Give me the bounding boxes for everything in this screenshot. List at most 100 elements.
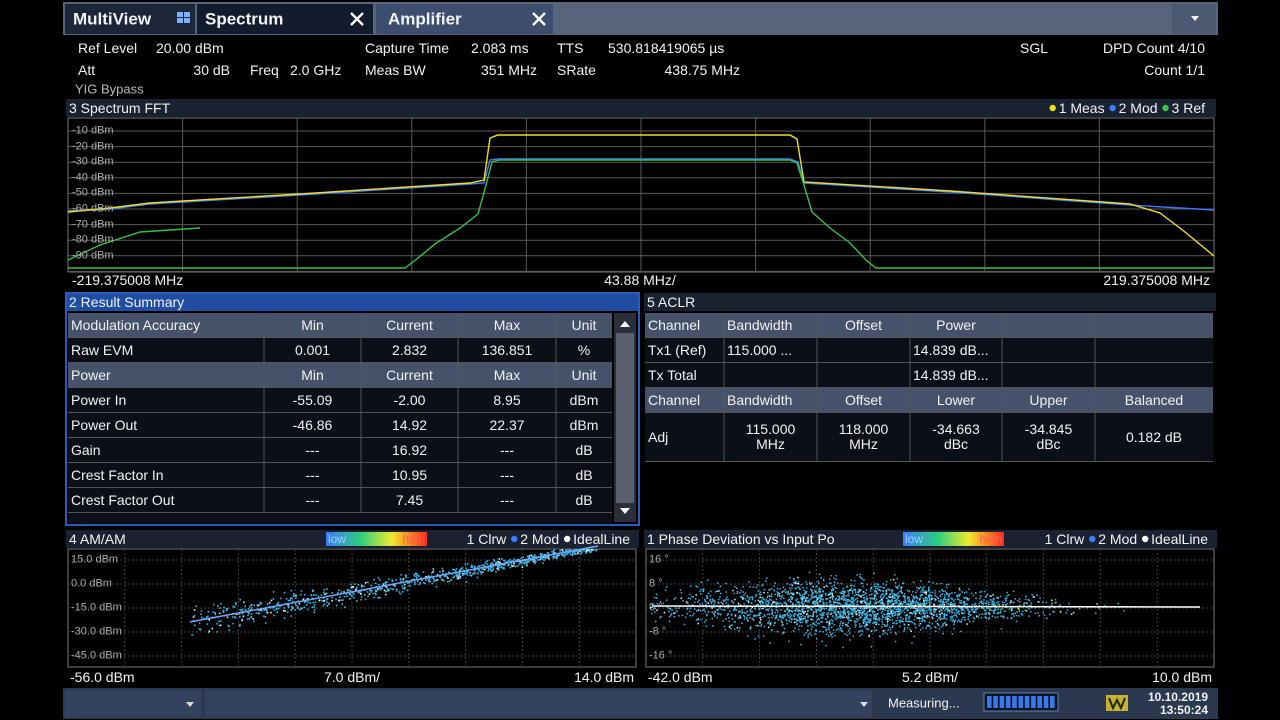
scatter-point [1025, 610, 1028, 612]
scatter-point [846, 604, 848, 607]
close-tab-button[interactable] [532, 12, 546, 26]
scatter-point [1015, 620, 1018, 623]
scatter-point [497, 566, 500, 568]
scatter-point [367, 581, 369, 584]
scatter-point [563, 555, 566, 558]
scatter-point [830, 596, 833, 598]
scatter-point [874, 590, 876, 593]
scatter-point [788, 593, 790, 595]
tab-label[interactable]: Amplifier [388, 9, 462, 29]
dropdown[interactable] [205, 690, 872, 717]
tab[interactable] [197, 4, 373, 34]
scatter-point [959, 593, 961, 595]
scatter-point [1034, 612, 1037, 614]
scatter-point [858, 614, 860, 616]
scroll-up[interactable] [620, 321, 630, 327]
tab-active[interactable] [376, 4, 553, 34]
scatter-point [806, 601, 809, 603]
scatter-point [569, 553, 572, 555]
scatter-point [795, 599, 797, 601]
scatter-point [905, 617, 907, 620]
tab-label[interactable]: MultiView [73, 9, 152, 29]
table-header-row [68, 313, 612, 337]
scatter-point [931, 598, 933, 601]
scatter-point [980, 595, 982, 597]
scatter-point [588, 551, 591, 553]
scatter-point [796, 623, 798, 625]
scatter-point [887, 612, 889, 614]
network-icon[interactable] [1106, 695, 1128, 711]
close-tab-button[interactable] [350, 12, 364, 26]
scroll-down[interactable] [620, 508, 630, 514]
scatter-point [767, 626, 770, 629]
scatter-point [887, 620, 889, 622]
scatter-point [755, 604, 758, 606]
scatter-point [943, 603, 946, 606]
legend-entry: 2 Mod [1118, 100, 1158, 116]
scatter-point [528, 561, 530, 563]
scatter-point [916, 617, 918, 619]
scatter-point [456, 574, 459, 577]
scatter-point [352, 586, 355, 589]
scatter-point [687, 597, 690, 599]
tab-label[interactable]: Spectrum [205, 9, 284, 29]
scatter-point [936, 615, 938, 617]
scatter-point [763, 589, 766, 591]
scrollbar-thumb[interactable] [616, 333, 634, 503]
scatter-point [514, 565, 517, 568]
scatter-point [881, 608, 883, 610]
scatter-point [734, 598, 736, 601]
tab[interactable] [65, 4, 195, 34]
scatter-point [705, 619, 707, 621]
scatter-point [697, 618, 699, 620]
scatter-point [830, 613, 832, 615]
scatter-point [714, 611, 716, 613]
scatter-point [465, 567, 467, 570]
scatter-point [921, 617, 923, 619]
column-header: Power [936, 317, 976, 333]
scatter-point [820, 607, 823, 610]
scatter-point [885, 589, 888, 592]
scatter-point [313, 594, 315, 596]
scatter-point [915, 604, 917, 607]
dropdown[interactable] [65, 690, 201, 717]
scatter-point [836, 599, 839, 601]
scatter-point [919, 629, 922, 631]
scatter-point [952, 604, 955, 606]
scatter-point [847, 616, 849, 618]
scatter-point [947, 607, 949, 610]
scatter-point [797, 581, 800, 583]
scatter-point [853, 588, 855, 591]
scatter-point [429, 579, 431, 581]
scatter-point [384, 590, 387, 593]
scatter-point [935, 626, 937, 629]
scatter-point [807, 610, 809, 613]
scatter-point [861, 625, 863, 627]
scatter-point [706, 614, 708, 617]
scatter-point [552, 556, 554, 559]
scatter-point [832, 597, 834, 600]
scatter-point [759, 596, 761, 598]
scatter-point [736, 627, 739, 629]
scatter-point [794, 580, 797, 583]
scatter-point [488, 568, 490, 571]
scatter-point [563, 553, 565, 556]
scatter-point [751, 598, 754, 601]
scatter-point [425, 576, 427, 578]
scatter-point [859, 612, 862, 614]
scatter-point [269, 607, 272, 609]
scatter-point [300, 608, 302, 610]
scatter-point [739, 617, 742, 619]
scatter-point [880, 594, 882, 597]
scatter-point [747, 596, 749, 598]
scatter-point [885, 591, 888, 593]
scatter-point [886, 603, 889, 605]
scatter-point [416, 573, 418, 575]
legend-dot [1089, 535, 1096, 543]
scatter-point [801, 621, 803, 624]
scatter-point [575, 550, 577, 553]
scatter-point [815, 608, 817, 611]
scatter-point [800, 583, 802, 586]
scatter-point [247, 611, 249, 614]
scatter-point [749, 617, 751, 619]
